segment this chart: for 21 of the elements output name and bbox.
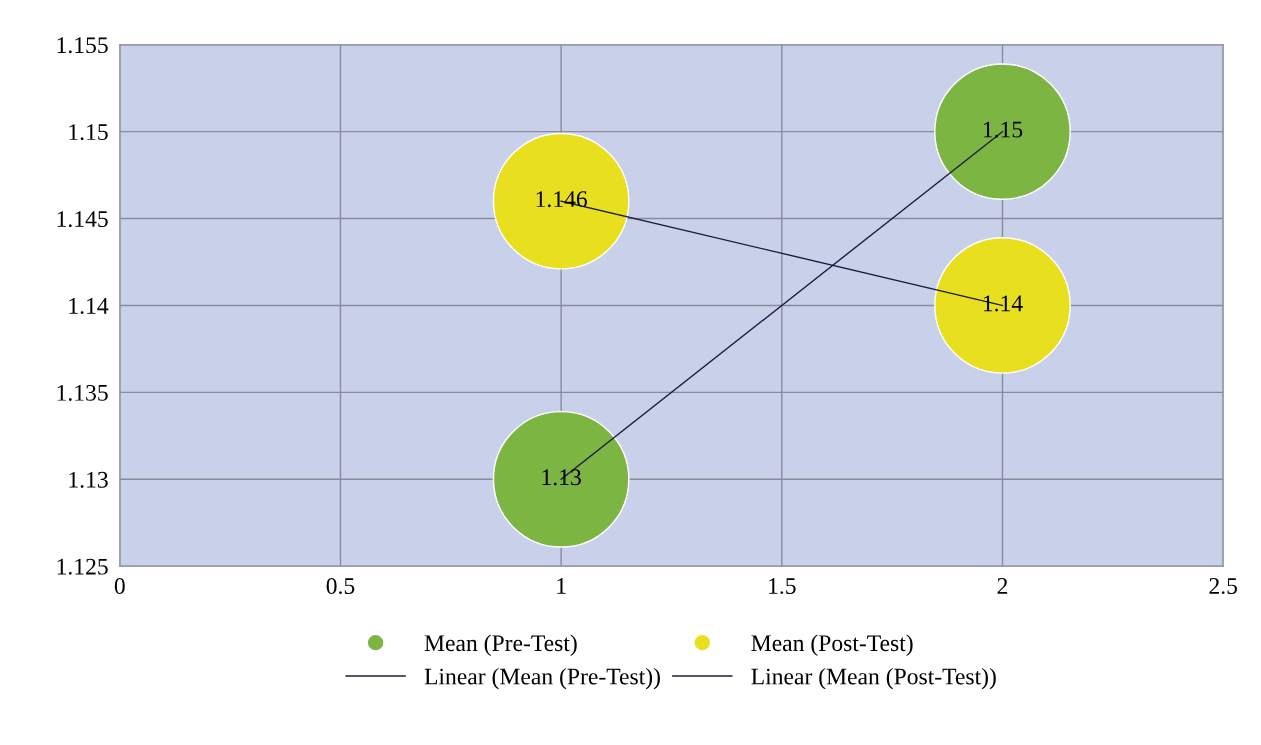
legend-label: Linear (Mean (Post-Test)) (751, 667, 996, 690)
y-tick-label: 1.125 (57, 558, 108, 575)
data-label: 1.15 (983, 121, 1023, 138)
y-tick-label: 1.14 (69, 298, 109, 314)
y-tick-label: 1.15 (69, 124, 108, 141)
legend-label: Mean (Post-Test) (751, 634, 913, 656)
data-label: 1.146 (536, 191, 587, 208)
data-label: 1.14 (983, 295, 1023, 312)
x-tick-label: 2.5 (1209, 578, 1237, 595)
x-tick-label: 0.5 (326, 577, 355, 595)
y-tick-label: 1.13 (69, 471, 108, 488)
legend-label: Linear (Mean (Pre-Test)) (424, 667, 660, 690)
y-tick-label: 1.145 (57, 211, 108, 228)
y-tick-label: 1.155 (57, 37, 108, 54)
x-tick-label: 1.5 (769, 578, 796, 595)
legend-label: Mean (Pre-Test) (424, 634, 577, 656)
x-tick-label: 0 (114, 577, 125, 594)
x-tick-label: 1 (557, 578, 566, 594)
data-label: 1.13 (542, 469, 581, 486)
y-tick-label: 1.135 (57, 384, 108, 401)
x-tick-label: 2 (997, 578, 1008, 594)
